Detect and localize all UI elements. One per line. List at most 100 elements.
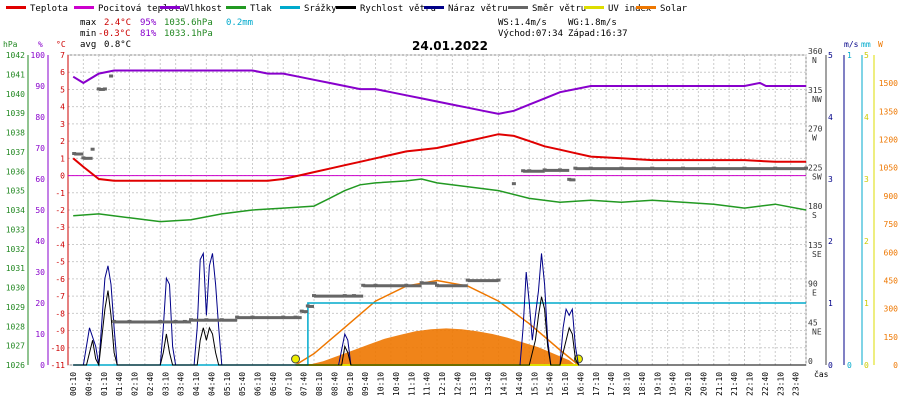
hpa-axis-tick: 1028 [6,322,25,331]
time-tick-label: 08:40 [330,372,339,396]
stats-min-label: min [80,29,96,39]
solar-axis-tick: 300 [884,305,899,314]
direction-tick-label: N [812,56,817,65]
solar-axis-tick: 1500 [879,79,898,88]
hpa-axis-tick: 1033 [6,225,25,234]
temp-axis-tick: -6 [55,275,65,284]
stats-max-temp: 2.4°C [104,18,131,28]
temperature-line [72,133,806,182]
wind-axis-tick: 1 [828,299,833,308]
time-tick-label: 14:40 [515,372,524,396]
wind-axis-tick: 5 [828,51,833,60]
legend-label: Srážky [304,4,337,14]
time-tick-label: 11:10 [407,372,416,396]
time-tick-label: 23:10 [776,372,785,396]
stats-rain-total: 0.2mm [226,18,253,28]
temp-axis-tick: -5 [55,258,65,267]
direction-tick-label: W [812,134,817,143]
time-tick-label: 19:10 [653,372,662,396]
stats-max-humidity: 95% [140,18,157,28]
direction-tick-value: 225 [808,163,823,172]
time-tick-label: 12:10 [438,372,447,396]
direction-tick-label: SW [812,172,822,181]
wind-speed-line [73,290,806,367]
hpa-axis-tick: 1031 [6,264,25,273]
time-tick-label: 18:40 [638,372,647,396]
time-tick-label: 03:40 [177,372,186,396]
hpa-axis-tick: 1042 [6,51,25,60]
solar-axis-tick: 150 [884,333,899,342]
direction-tick-value: 315 [808,86,823,95]
temp-axis-tick: 7 [60,51,65,60]
time-tick-label: 07:40 [300,372,309,396]
time-tick-label: 22:10 [746,372,755,396]
time-axis-ticks: 00:10 00:40 01:10 01:40 02:10 02:40 03:10 03:40… [69,372,801,396]
uv-axis-tick: 0 [864,361,869,370]
time-tick-label: 10:40 [392,372,401,396]
time-tick-label: 15:40 [546,372,555,396]
time-tick-label: 18:10 [623,372,632,396]
time-tick-label: 09:40 [361,372,370,396]
unit-temp: °C [56,40,66,49]
direction-tick-value: 270 [808,125,823,134]
legend-label: Vlhkost [184,4,222,14]
legend-label: Pocitová teplota [98,4,185,14]
legend-label: Solar [660,4,688,14]
percent-axis-tick: 0 [40,361,45,370]
direction-tick-label: NE [812,327,822,336]
sunset-time: Západ:16:37 [568,29,628,39]
time-tick-label: 22:40 [761,372,770,396]
wind-gust-max: WG:1.8m/s [568,18,617,28]
temp-axis-tick: -7 [55,292,65,301]
legend-label: Náraz větru [448,4,508,14]
direction-tick-value: 45 [808,318,818,327]
direction-tick-label: SE [812,250,822,259]
percent-axis-tick: 30 [35,268,45,277]
stats-block: max 2.4°C 95% 1035.6hPa 0.2mm min -0.3°C… [80,18,253,50]
legend-swatch [226,6,246,9]
wind-dir-point [90,147,95,151]
temp-axis-tick: 4 [60,103,65,112]
time-tick-label: 05:10 [223,372,232,396]
time-tick-label: 00:40 [84,372,93,396]
temp-axis-tick: 2 [60,137,65,146]
legend-swatch [508,6,528,9]
percent-axis-tick: 20 [35,299,45,308]
temp-axis-tick: 3 [60,120,65,129]
percent-axis-tick: 10 [35,330,45,339]
time-tick-label: 00:10 [69,372,78,396]
time-tick-label: 04:10 [192,372,201,396]
temp-axis-tick: 1 [60,154,65,163]
wind-info: WS:1.4m/s WG:1.8m/s Východ:07:34 Západ:1… [498,18,628,39]
time-tick-label: 16:10 [561,372,570,396]
uv-axis-tick: 4 [864,113,869,122]
solar-axis-tick: 0 [893,361,898,370]
direction-tick-value: 0 [808,357,813,366]
time-tick-label: 10:10 [377,372,386,396]
uv-axis-tick: 3 [864,175,869,184]
temp-axis-tick: 6 [60,68,65,77]
wind-dir-point [511,182,516,186]
legend-swatch [636,6,656,9]
direction-tick-value: 135 [808,241,823,250]
hpa-axis-tick: 1040 [6,90,25,99]
temp-axis-tick: -8 [55,309,65,318]
uv-axis-tick: 2 [864,237,869,246]
stats-avg-temp: 0.8°C [104,40,131,50]
temp-axis-tick: -9 [55,327,65,336]
legend-swatch [6,6,26,9]
direction-tick-label: E [812,289,817,298]
time-tick-label: 21:10 [715,372,724,396]
time-tick-label: 23:40 [792,372,801,396]
temp-axis-tick: -4 [55,240,65,249]
chart-title: 24.01.2022 [412,39,488,53]
unit-rain: mm [861,40,871,49]
direction-tick-value: 90 [808,280,818,289]
time-tick-label: 20:40 [699,372,708,396]
direction-tick-value: 180 [808,202,823,211]
legend-swatch [280,6,300,9]
solar-axis-tick: 900 [884,192,899,201]
wind-axis-tick: 4 [828,113,833,122]
hpa-axis-tick: 1027 [6,342,25,351]
